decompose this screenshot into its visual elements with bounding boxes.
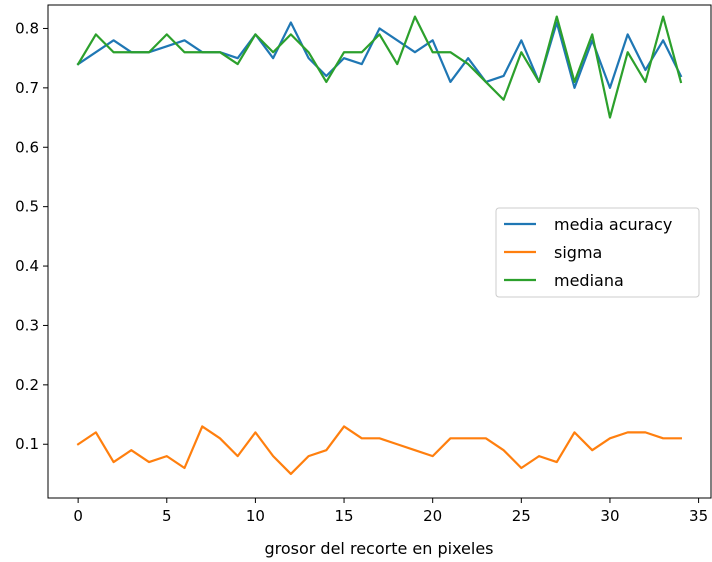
legend-label: media acuracy: [554, 215, 672, 234]
y-tick-label: 0.5: [15, 198, 39, 216]
y-tick-label: 0.3: [15, 316, 39, 334]
x-tick-label: 20: [423, 507, 442, 525]
y-tick-label: 0.4: [15, 257, 39, 275]
y-tick-label: 0.2: [15, 376, 39, 394]
x-axis-label: grosor del recorte en pixeles: [264, 539, 493, 558]
legend-label: mediana: [554, 271, 624, 290]
axes-layer: 0 5 10 15 20 25 30 35 0.1 0.2 0.3 0.4 0.5 0.6 0.7 0.8: [15, 4, 712, 525]
x-tick-label: 25: [512, 507, 531, 525]
legend: media acuracy sigma mediana: [495, 207, 700, 298]
x-tick-label: 30: [600, 507, 619, 525]
series-line-mediana: [76, 15, 683, 119]
x-tick-label: 0: [73, 507, 83, 525]
x-tick-label: 10: [246, 507, 265, 525]
x-tick-label: 35: [689, 507, 708, 525]
legend-label: sigma: [554, 243, 602, 262]
series-line-media-acuracy: [76, 21, 683, 89]
y-tick-label: 0.8: [15, 19, 39, 37]
y-tick-label: 0.6: [15, 138, 39, 156]
y-tick-label: 0.1: [15, 435, 39, 453]
series-layer: [76, 15, 683, 476]
x-tick-label: 5: [162, 507, 172, 525]
legend-box: [495, 207, 700, 298]
plot-frame: [47, 4, 712, 499]
y-tick-label: 0.7: [15, 79, 39, 97]
x-tick-label: 15: [334, 507, 353, 525]
series-line-sigma: [76, 425, 682, 476]
